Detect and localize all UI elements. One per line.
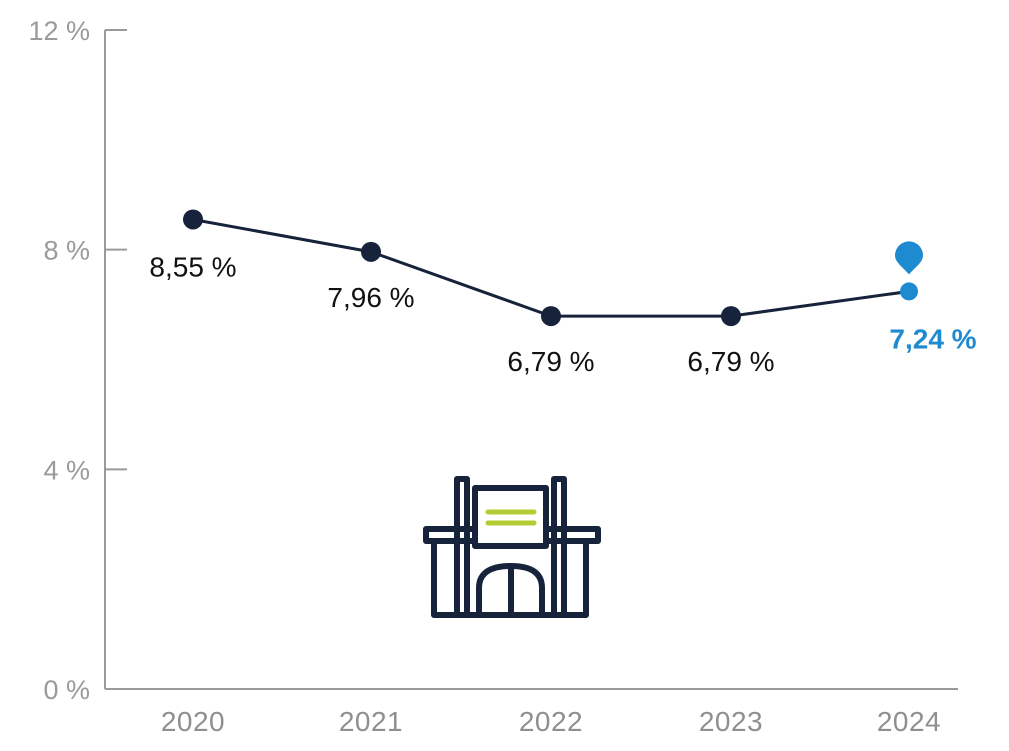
data-label: 6,79 % <box>687 346 774 377</box>
data-point <box>721 306 741 327</box>
x-tick-label: 2021 <box>339 706 403 737</box>
x-tick-label: 2022 <box>519 706 583 737</box>
x-tick-label: 2023 <box>699 706 763 737</box>
x-tick-label: 2024 <box>877 706 941 737</box>
data-point <box>183 209 203 230</box>
x-ticks: 2020 2021 2022 2023 2024 <box>161 706 941 737</box>
y-tick-label: 12 % <box>28 16 90 46</box>
y-tick-label: 8 % <box>43 236 90 266</box>
data-point <box>541 306 561 327</box>
axes <box>104 30 958 690</box>
data-point <box>361 241 381 262</box>
data-label: 7,96 % <box>327 282 414 313</box>
series-line <box>192 217 910 318</box>
data-label: 6,79 % <box>507 346 594 377</box>
y-ticks: 0 % 4 % 8 % 12 % <box>28 16 127 705</box>
data-points <box>183 209 918 327</box>
data-label: 7,24 % <box>889 323 976 354</box>
location-pin-icon <box>895 241 923 275</box>
y-tick-label: 0 % <box>43 675 90 705</box>
data-point <box>900 282 918 301</box>
y-tick-label: 4 % <box>43 455 90 485</box>
data-labels: 8,55 % 7,96 % 6,79 % 6,79 % 7,24 % <box>149 251 976 377</box>
data-label: 8,55 % <box>149 251 236 282</box>
building-icon <box>423 476 601 618</box>
x-tick-label: 2020 <box>161 706 225 737</box>
